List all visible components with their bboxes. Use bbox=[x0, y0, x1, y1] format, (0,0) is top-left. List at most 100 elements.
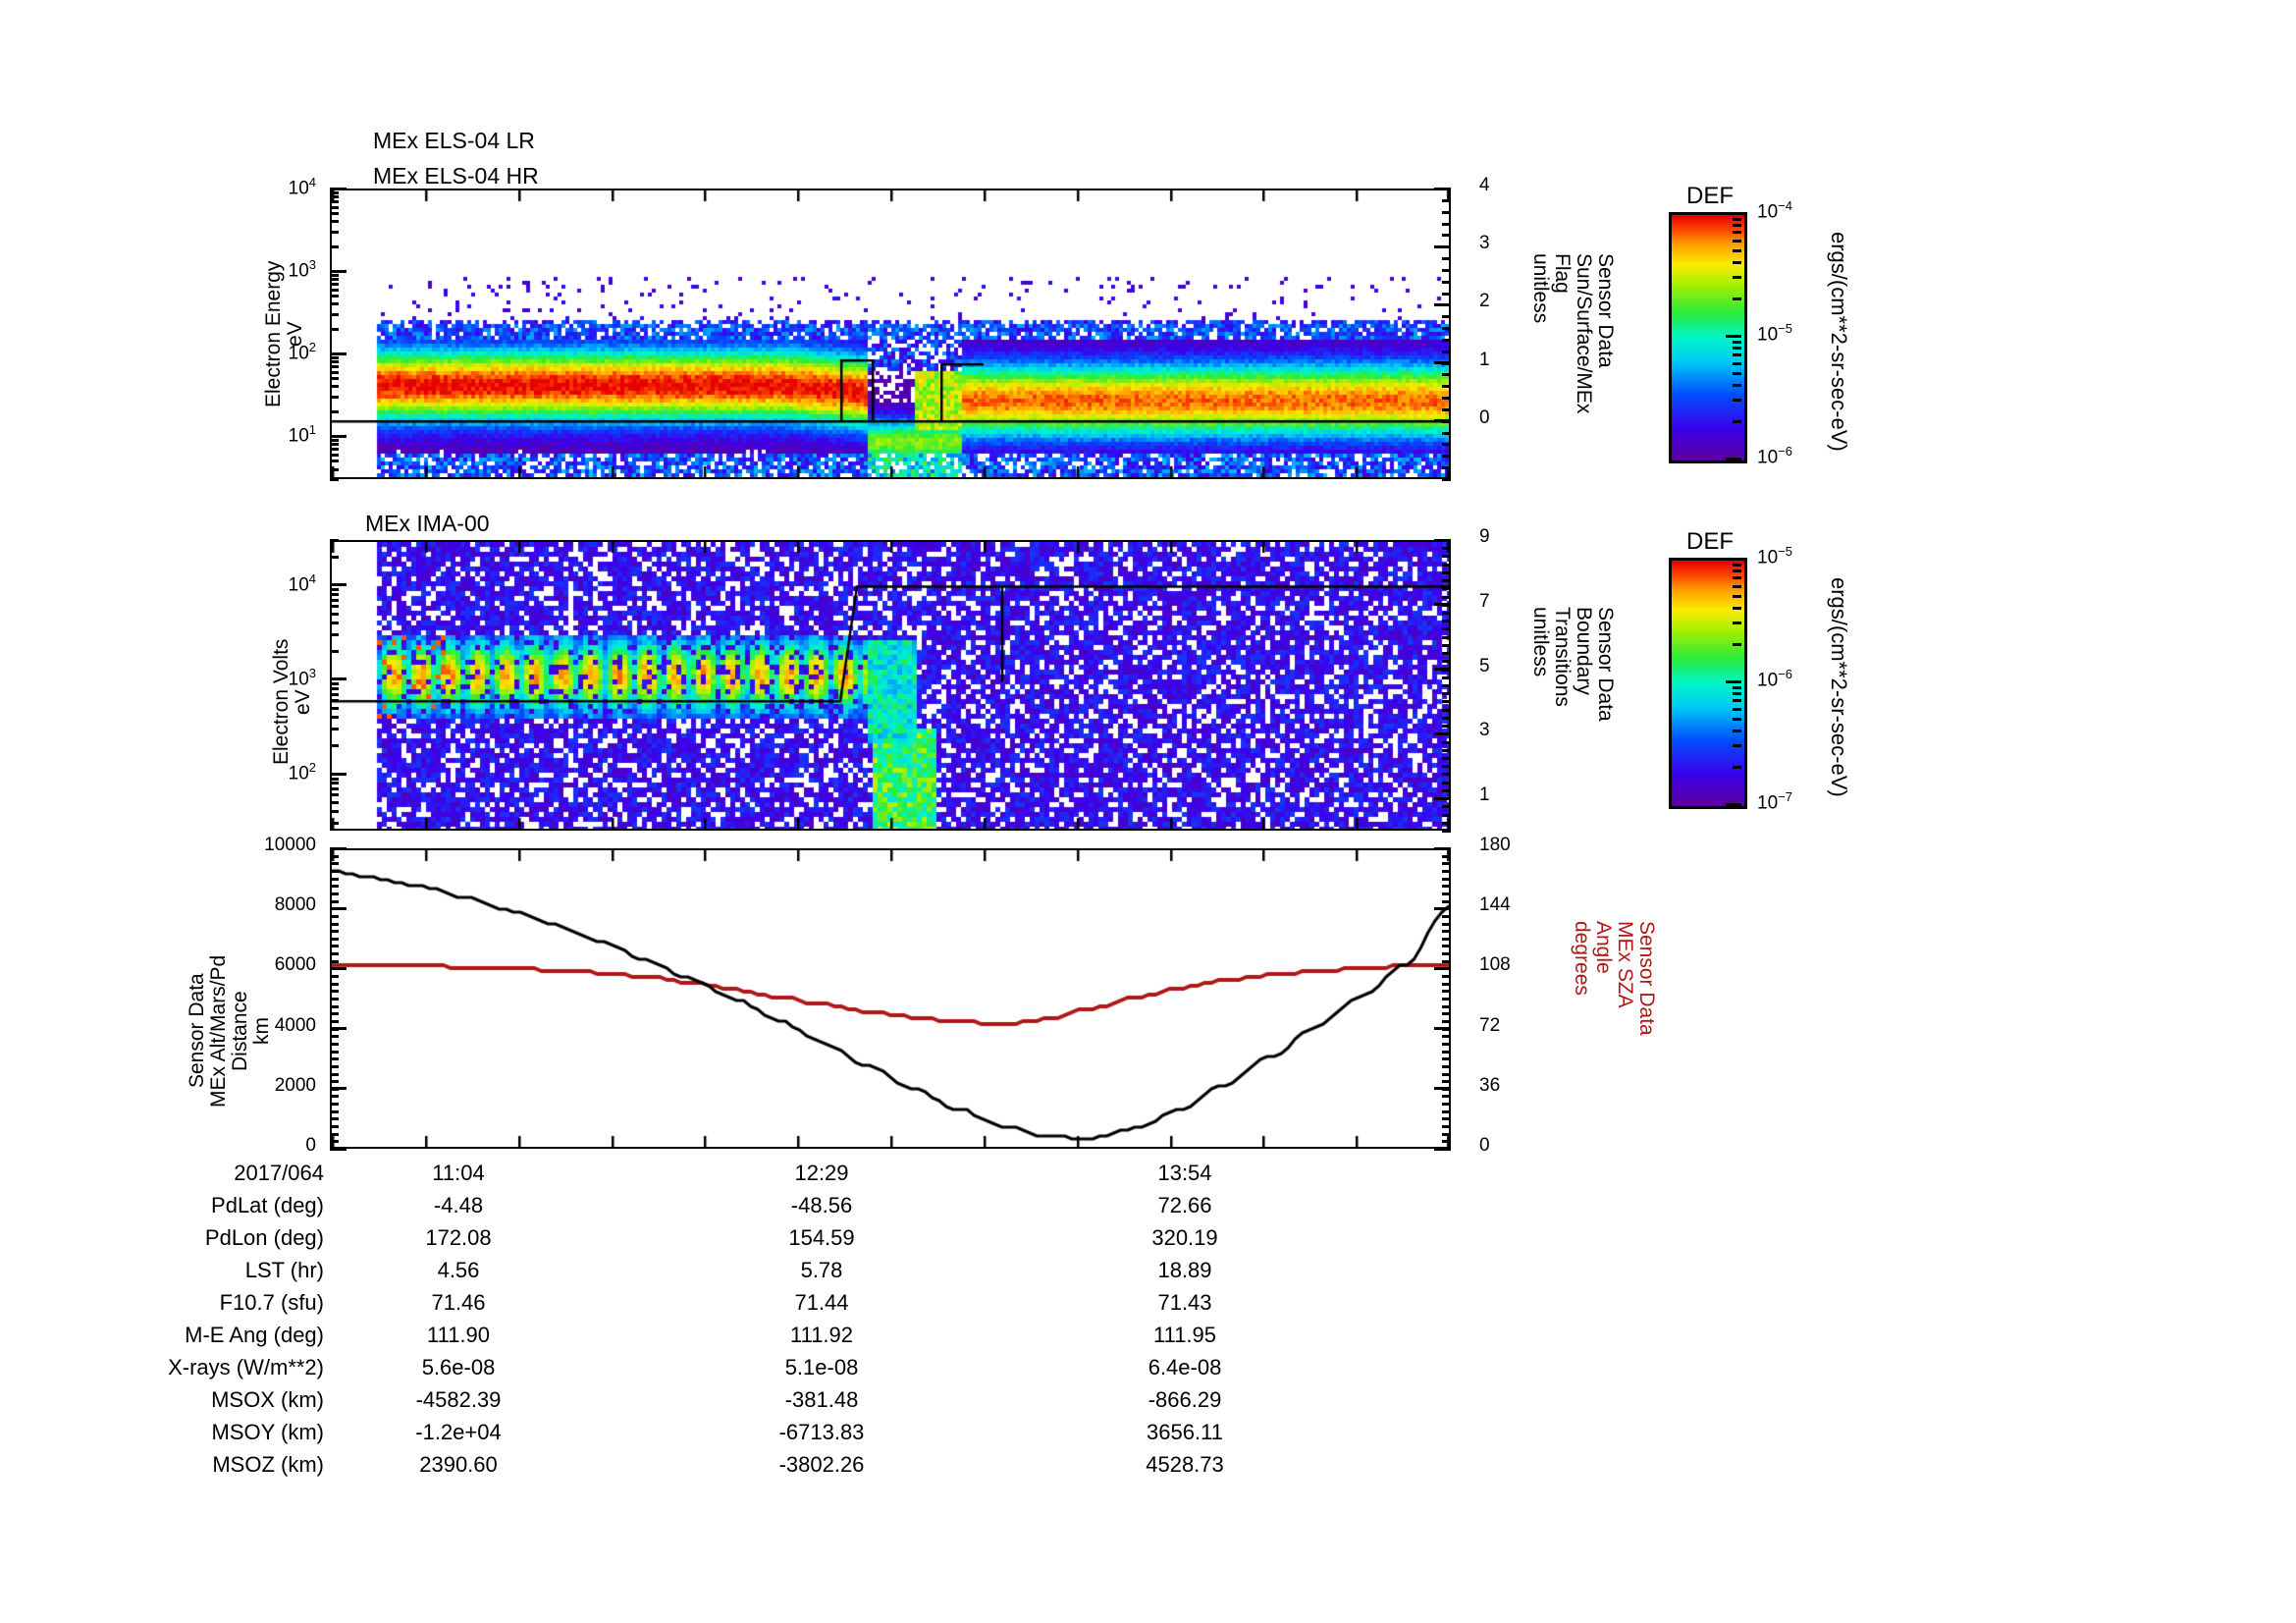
axis-minor-tick bbox=[330, 360, 339, 363]
table-cell: 5.6e-08 bbox=[421, 1355, 496, 1380]
axis-minor-tick bbox=[330, 893, 339, 895]
axis-minor-tick bbox=[1442, 579, 1451, 582]
colorbar-ima-title: DEF bbox=[1686, 528, 1734, 555]
axis-tick-label: 102 bbox=[288, 340, 316, 364]
colorbar-tick-mark bbox=[1726, 558, 1741, 561]
axis-minor-tick bbox=[330, 1117, 339, 1120]
axis-tick-label: 103 bbox=[288, 257, 316, 282]
axis-tick-label: 0 bbox=[305, 1135, 316, 1156]
axis-minor-tick bbox=[1442, 571, 1451, 574]
colorbar-tick-mark bbox=[1733, 718, 1741, 721]
axis-minor-tick bbox=[1442, 725, 1451, 728]
axis-tick-label: 8000 bbox=[274, 894, 316, 916]
axis-minor-tick bbox=[330, 930, 339, 933]
axis-minor-tick bbox=[1442, 1110, 1451, 1113]
colorbar-tick-label: 10−5 bbox=[1757, 544, 1792, 568]
colorbar-tick-mark bbox=[1733, 595, 1741, 598]
axis-minor-tick bbox=[330, 787, 339, 790]
colorbar-tick-mark bbox=[1733, 224, 1741, 227]
axis-minor-tick bbox=[1442, 822, 1451, 825]
axis-minor-tick bbox=[330, 478, 339, 481]
axis-minor-tick bbox=[1442, 1057, 1451, 1060]
axis-minor-tick bbox=[330, 862, 339, 865]
axis-minor-tick bbox=[1442, 915, 1451, 918]
colorbar-tick-mark bbox=[1733, 622, 1741, 624]
axis-minor-tick bbox=[1442, 669, 1451, 672]
colorbar-tick-mark bbox=[1733, 576, 1741, 579]
axis-minor-tick bbox=[1442, 1005, 1451, 1008]
colorbar-tick-mark bbox=[1733, 699, 1741, 702]
table-cell: 111.92 bbox=[789, 1323, 854, 1347]
axis-minor-tick bbox=[1442, 547, 1451, 550]
axis-minor-tick bbox=[330, 870, 339, 873]
panel-ima-title: MEx IMA-00 bbox=[365, 511, 490, 536]
axis-tick-mark bbox=[330, 583, 347, 586]
axis-minor-tick bbox=[330, 556, 339, 559]
colorbar-tick-mark bbox=[1726, 803, 1741, 806]
axis-minor-tick bbox=[330, 1088, 339, 1091]
axis-tick-label: 7 bbox=[1479, 590, 1490, 612]
colorbar-tick-mark bbox=[1733, 347, 1741, 350]
axis-tick-label: 5 bbox=[1479, 655, 1490, 676]
axis-tick-label: 180 bbox=[1479, 835, 1511, 855]
axis-minor-tick bbox=[330, 1148, 339, 1151]
colorbar-tick-mark bbox=[1733, 353, 1741, 356]
axis-minor-tick bbox=[330, 278, 339, 281]
axis-minor-tick bbox=[1442, 339, 1451, 342]
colorbar-tick-mark bbox=[1733, 730, 1741, 732]
axis-minor-tick bbox=[1442, 870, 1451, 873]
axis-minor-tick bbox=[330, 468, 339, 471]
axis-minor-tick bbox=[1442, 1020, 1451, 1023]
axis-tick-label: 104 bbox=[288, 175, 316, 199]
axis-minor-tick bbox=[330, 454, 339, 457]
axis-minor-tick bbox=[1442, 408, 1451, 411]
axis-tick-label: 6000 bbox=[274, 954, 316, 976]
axis-minor-tick bbox=[330, 1043, 339, 1046]
colorbar-tick-mark bbox=[1733, 692, 1741, 695]
axis-minor-tick bbox=[330, 878, 339, 881]
axis-minor-tick bbox=[330, 1133, 339, 1136]
axis-minor-tick bbox=[1442, 741, 1451, 744]
table-row-label: MSOZ (km) bbox=[212, 1452, 324, 1477]
axis-minor-tick bbox=[1442, 1133, 1451, 1136]
axis-minor-tick bbox=[1442, 564, 1451, 567]
axis-minor-tick bbox=[1442, 885, 1451, 888]
table-cell: 12:29 bbox=[794, 1161, 849, 1185]
axis-minor-tick bbox=[330, 1012, 339, 1015]
axis-minor-tick bbox=[330, 810, 339, 813]
axis-minor-tick bbox=[1442, 604, 1451, 607]
axis-minor-tick bbox=[330, 295, 339, 298]
table-cell: 4.56 bbox=[437, 1258, 480, 1282]
axis-minor-tick bbox=[1442, 644, 1451, 647]
axis-minor-tick bbox=[330, 1080, 339, 1083]
axis-minor-tick bbox=[1442, 782, 1451, 784]
axis-minor-tick bbox=[1442, 1140, 1451, 1143]
axis-tick-mark bbox=[330, 435, 347, 438]
colorbar-els-units: ergs/(cm**2-sr-sec-eV) bbox=[1827, 232, 1852, 452]
axis-minor-tick bbox=[1442, 587, 1451, 590]
table-cell: 4528.73 bbox=[1146, 1452, 1224, 1477]
axis-minor-tick bbox=[1442, 765, 1451, 768]
axis-minor-tick bbox=[1442, 676, 1451, 679]
axis-minor-tick bbox=[1442, 652, 1451, 655]
axis-minor-tick bbox=[1442, 1065, 1451, 1068]
table-row-label: M-E Ang (deg) bbox=[185, 1323, 324, 1347]
table-cell: 13:54 bbox=[1157, 1161, 1212, 1185]
axis-minor-tick bbox=[330, 1065, 339, 1068]
axis-tick-mark bbox=[330, 773, 347, 776]
axis-tick-label: 36 bbox=[1479, 1074, 1501, 1096]
axis-minor-tick bbox=[330, 1005, 339, 1008]
axis-minor-tick bbox=[1442, 257, 1451, 260]
colorbar-tick-mark bbox=[1733, 231, 1741, 234]
axis-minor-tick bbox=[330, 283, 339, 286]
axis-minor-tick bbox=[330, 385, 339, 388]
axis-minor-tick bbox=[1442, 432, 1451, 435]
table-cell: 172.08 bbox=[425, 1225, 492, 1250]
axis-minor-tick bbox=[1442, 923, 1451, 926]
axis-tick-label: 102 bbox=[288, 760, 316, 784]
axis-minor-tick bbox=[1442, 211, 1451, 214]
table-cell: 71.46 bbox=[431, 1290, 486, 1315]
axis-minor-tick bbox=[330, 289, 339, 292]
axis-minor-tick bbox=[330, 328, 339, 331]
panel-ima-right-label: Sensor Data Boundary Transitions unitles… bbox=[1529, 607, 1618, 722]
